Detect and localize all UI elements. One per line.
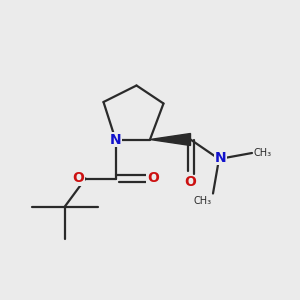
Text: CH₃: CH₃ — [254, 148, 272, 158]
Text: N: N — [215, 151, 226, 164]
Polygon shape — [150, 134, 190, 146]
Text: O: O — [184, 176, 196, 190]
Text: O: O — [147, 172, 159, 185]
Text: CH₃: CH₃ — [194, 196, 211, 206]
Text: O: O — [73, 172, 85, 185]
Text: N: N — [110, 133, 121, 146]
